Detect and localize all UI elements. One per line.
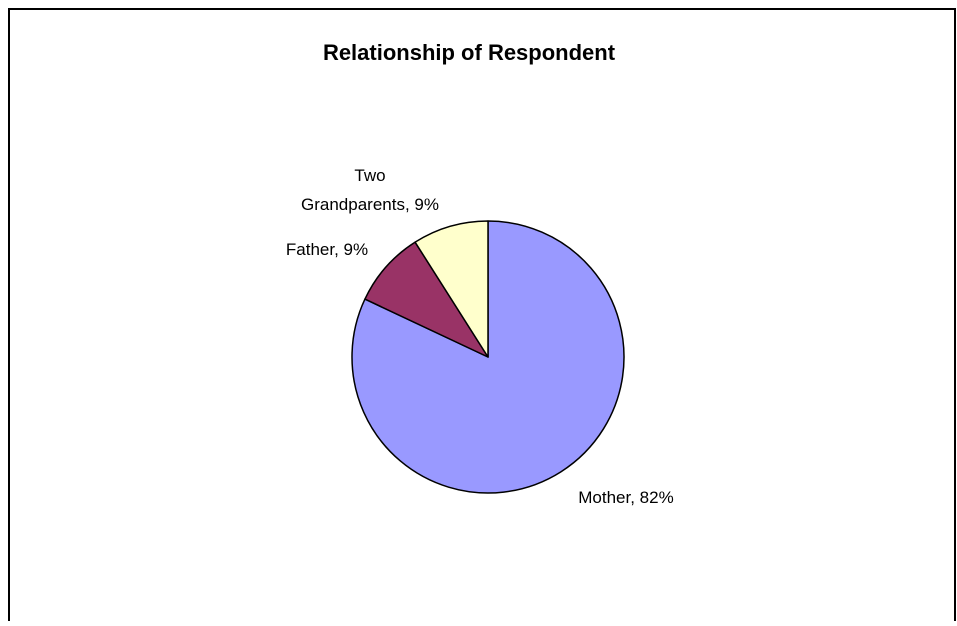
slice-label-grandparents: Two Grandparents, 9% (301, 166, 439, 214)
slice-labels: Mother, 82% Father, 9% Two Grandparents, 9% (286, 166, 674, 507)
chart-border (8, 8, 956, 621)
slice-label-mother: Mother, 82% (578, 488, 673, 507)
pie-slices (351, 220, 625, 494)
pie-slice-grandparents (414, 220, 489, 358)
chart-title: Relationship of Respondent (323, 40, 616, 65)
slice-label-father: Father, 9% (286, 240, 368, 259)
pie-slice-mother (351, 220, 625, 494)
